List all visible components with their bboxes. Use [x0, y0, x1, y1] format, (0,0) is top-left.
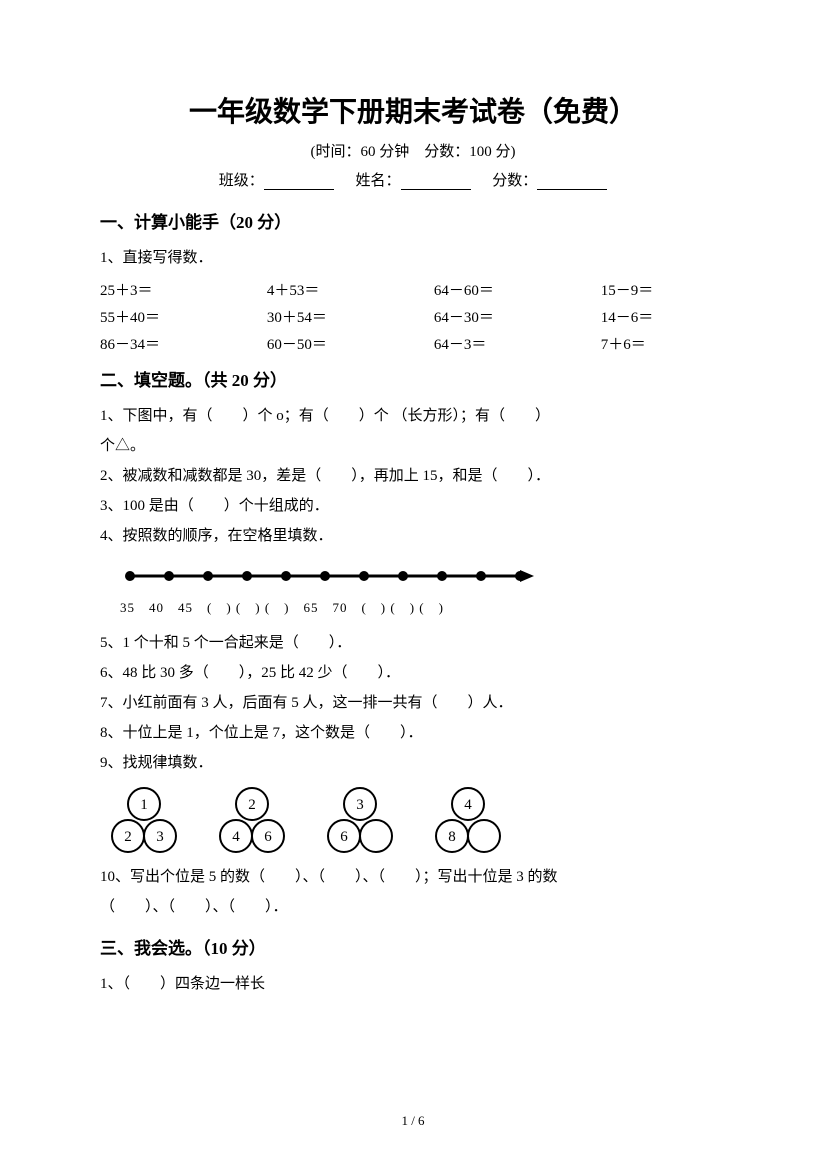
class-blank[interactable] [264, 175, 334, 190]
svg-text:6: 6 [340, 829, 348, 845]
name-label: 姓名： [355, 169, 400, 190]
s2-q10b: （ ）、（ ）、（ ）． [100, 892, 726, 922]
calc-cell: 64－60＝ [434, 279, 601, 300]
s2-q1a: 1、下图中，有（ ）个 o；有（ ）个 （长方形）；有（ ） [100, 401, 726, 431]
calc-cell: 30＋54＝ [267, 306, 434, 327]
svg-text:4: 4 [464, 797, 472, 813]
calc-cell: 25＋3＝ [100, 279, 267, 300]
svg-text:8: 8 [448, 829, 456, 845]
number-line [120, 561, 726, 591]
s2-q5: 5、1 个十和 5 个一合起来是（ ）． [100, 628, 726, 658]
score-blank[interactable] [537, 175, 607, 190]
s2-q4: 4、按照数的顺序，在空格里填数． [100, 521, 726, 551]
info-line: 班级： 姓名： 分数： [100, 169, 726, 190]
calc-cell: 64－30＝ [434, 306, 601, 327]
calc-cell: 4＋53＝ [267, 279, 434, 300]
s2-q8: 8、十位上是 1，个位上是 7，这个数是（ ）． [100, 718, 726, 748]
name-blank[interactable] [401, 175, 471, 190]
pyramid-icon: 36 [326, 786, 394, 854]
svg-text:3: 3 [356, 797, 364, 813]
s2-q2: 2、被减数和减数都是 30，差是（ ），再加上 15，和是（ ）． [100, 461, 726, 491]
calc-cell: 14－6＝ [601, 306, 726, 327]
svg-text:3: 3 [156, 829, 164, 845]
section-1-heading: 一、计算小能手（20 分） [100, 208, 726, 233]
s2-q9: 9、找规律填数． [100, 748, 726, 778]
s2-q3: 3、100 是由（ ）个十组成的． [100, 491, 726, 521]
class-label: 班级： [219, 169, 264, 190]
pyramid-icon: 24 6 [218, 786, 286, 854]
s2-q10a: 10、写出个位是 5 的数（ ）、（ ）、（ ）；写出十位是 3 的数 [100, 862, 726, 892]
calc-cell: 64－3＝ [434, 333, 601, 354]
calc-grid: 25＋3＝ 4＋53＝ 64－60＝ 15－9＝ 55＋40＝ 30＋54＝ 6… [100, 279, 726, 354]
score-label: 分数： [492, 169, 537, 190]
section-3-heading: 三、我会选。（10 分） [100, 934, 726, 959]
s2-q7: 7、小红前面有 3 人，后面有 5 人，这一排一共有（ ）人． [100, 688, 726, 718]
calc-cell: 86－34＝ [100, 333, 267, 354]
s2-q1b: 个△。 [100, 431, 726, 461]
calc-cell: 7＋6＝ [601, 333, 726, 354]
svg-text:2: 2 [124, 829, 132, 845]
pyramid-row: 1232463648 [110, 786, 726, 854]
subtitle: (时间：60 分钟 分数：100 分) [100, 140, 726, 161]
number-line-labels: 35 40 45 ( ) ( ) ( ) 65 70 ( ) ( ) ( ) [120, 597, 726, 616]
svg-text:4: 4 [232, 829, 240, 845]
s2-q6: 6、48 比 30 多（ ），25 比 42 少（ ）． [100, 658, 726, 688]
svg-text:6: 6 [264, 829, 272, 845]
svg-text:2: 2 [248, 797, 256, 813]
page-title: 一年级数学下册期末考试卷（免费） [100, 90, 726, 130]
svg-text:1: 1 [140, 797, 148, 813]
pyramid-icon: 48 [434, 786, 502, 854]
calc-cell: 15－9＝ [601, 279, 726, 300]
pyramid-icon: 12 3 [110, 786, 178, 854]
s3-q1: 1、（ ）四条边一样长 [100, 969, 726, 999]
calc-cell: 55＋40＝ [100, 306, 267, 327]
page-number: 1 / 6 [0, 1113, 826, 1129]
q1-prefix: 1、直接写得数． [100, 243, 726, 273]
calc-cell: 60－50＝ [267, 333, 434, 354]
section-2-heading: 二、填空题。（共 20 分） [100, 366, 726, 391]
